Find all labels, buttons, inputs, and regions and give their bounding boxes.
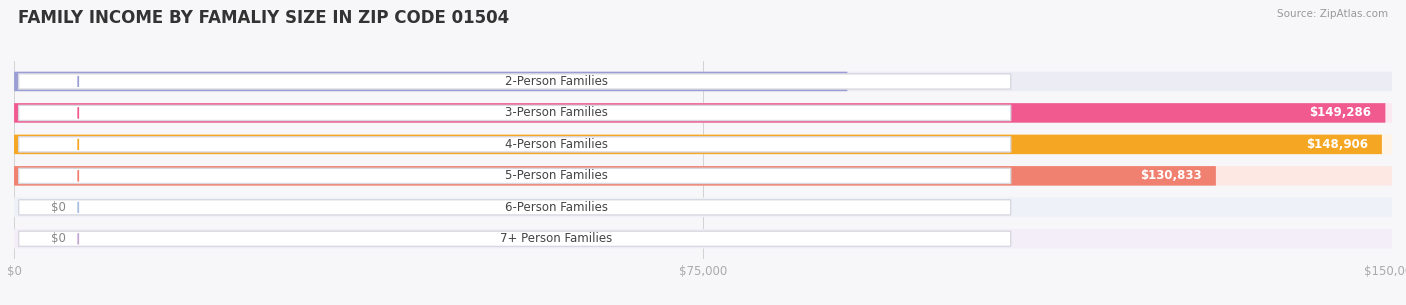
Text: 7+ Person Families: 7+ Person Families bbox=[501, 232, 612, 245]
Text: 4-Person Families: 4-Person Families bbox=[505, 138, 607, 151]
FancyBboxPatch shape bbox=[18, 74, 1011, 89]
Text: 6-Person Families: 6-Person Families bbox=[505, 201, 607, 214]
FancyBboxPatch shape bbox=[14, 103, 1392, 123]
FancyBboxPatch shape bbox=[14, 135, 1392, 154]
Text: $148,906: $148,906 bbox=[1306, 138, 1368, 151]
Text: $130,833: $130,833 bbox=[1140, 169, 1202, 182]
FancyBboxPatch shape bbox=[14, 103, 1385, 123]
Text: 2-Person Families: 2-Person Families bbox=[505, 75, 607, 88]
Text: $90,714: $90,714 bbox=[780, 75, 834, 88]
FancyBboxPatch shape bbox=[14, 198, 1392, 217]
FancyBboxPatch shape bbox=[14, 166, 1392, 186]
FancyBboxPatch shape bbox=[18, 137, 1011, 152]
FancyBboxPatch shape bbox=[18, 105, 1011, 120]
FancyBboxPatch shape bbox=[18, 168, 1011, 184]
FancyBboxPatch shape bbox=[14, 72, 1392, 91]
Text: $0: $0 bbox=[51, 201, 66, 214]
FancyBboxPatch shape bbox=[18, 231, 1011, 246]
Text: FAMILY INCOME BY FAMALIY SIZE IN ZIP CODE 01504: FAMILY INCOME BY FAMALIY SIZE IN ZIP COD… bbox=[18, 9, 509, 27]
Text: $149,286: $149,286 bbox=[1309, 106, 1372, 120]
FancyBboxPatch shape bbox=[14, 135, 1382, 154]
FancyBboxPatch shape bbox=[14, 72, 848, 91]
Text: 5-Person Families: 5-Person Families bbox=[505, 169, 607, 182]
FancyBboxPatch shape bbox=[18, 200, 1011, 215]
Text: 3-Person Families: 3-Person Families bbox=[505, 106, 607, 120]
FancyBboxPatch shape bbox=[14, 229, 1392, 249]
Text: $0: $0 bbox=[51, 232, 66, 245]
FancyBboxPatch shape bbox=[14, 166, 1216, 186]
Text: Source: ZipAtlas.com: Source: ZipAtlas.com bbox=[1277, 9, 1388, 19]
